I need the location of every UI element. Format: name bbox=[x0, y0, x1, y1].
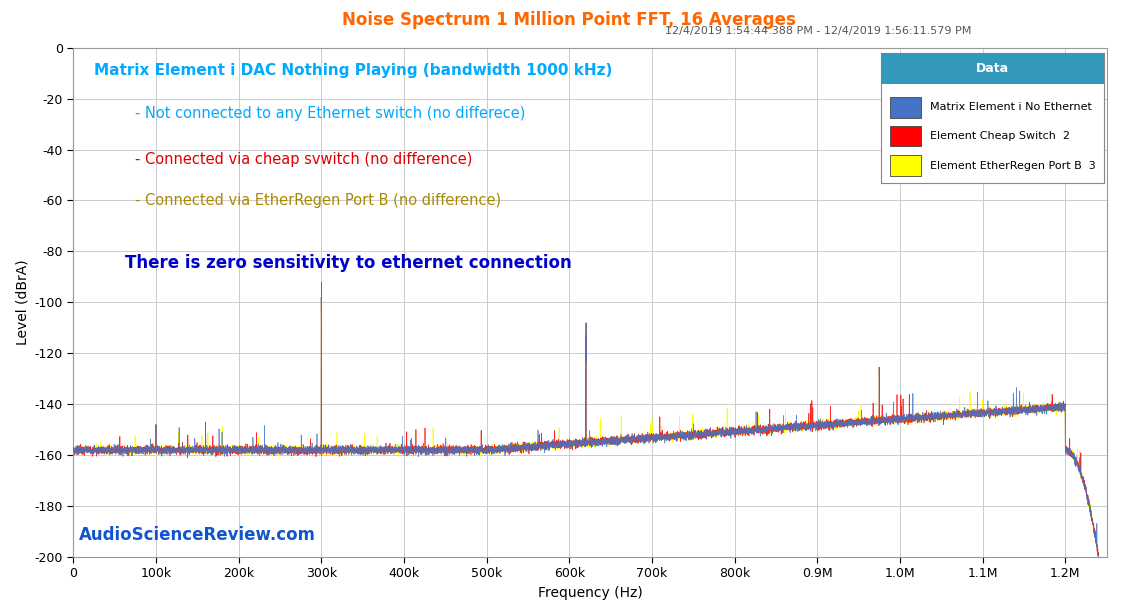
Text: AudioScienceReview.com: AudioScienceReview.com bbox=[78, 526, 315, 544]
Text: - Connected via EtherRegen Port B (no difference): - Connected via EtherRegen Port B (no di… bbox=[135, 193, 501, 208]
Text: - Connected via cheap svwitch (no difference): - Connected via cheap svwitch (no differ… bbox=[135, 152, 473, 167]
Text: - Not connected to any Ethernet switch (no differece): - Not connected to any Ethernet switch (… bbox=[135, 106, 525, 121]
Y-axis label: Level (dBrA): Level (dBrA) bbox=[15, 260, 30, 345]
Text: There is zero sensitivity to ethernet connection: There is zero sensitivity to ethernet co… bbox=[125, 254, 572, 272]
Text: Noise Spectrum 1 Million Point FFT, 16 Averages: Noise Spectrum 1 Million Point FFT, 16 A… bbox=[341, 11, 796, 29]
Text: 12/4/2019 1:54:44.388 PM - 12/4/2019 1:56:11.579 PM: 12/4/2019 1:54:44.388 PM - 12/4/2019 1:5… bbox=[665, 26, 972, 36]
Text: Matrix Element i DAC Nothing Playing (bandwidth 1000 kHz): Matrix Element i DAC Nothing Playing (ba… bbox=[94, 63, 613, 78]
Text: Ap: Ap bbox=[1053, 60, 1073, 74]
X-axis label: Frequency (Hz): Frequency (Hz) bbox=[538, 586, 642, 600]
